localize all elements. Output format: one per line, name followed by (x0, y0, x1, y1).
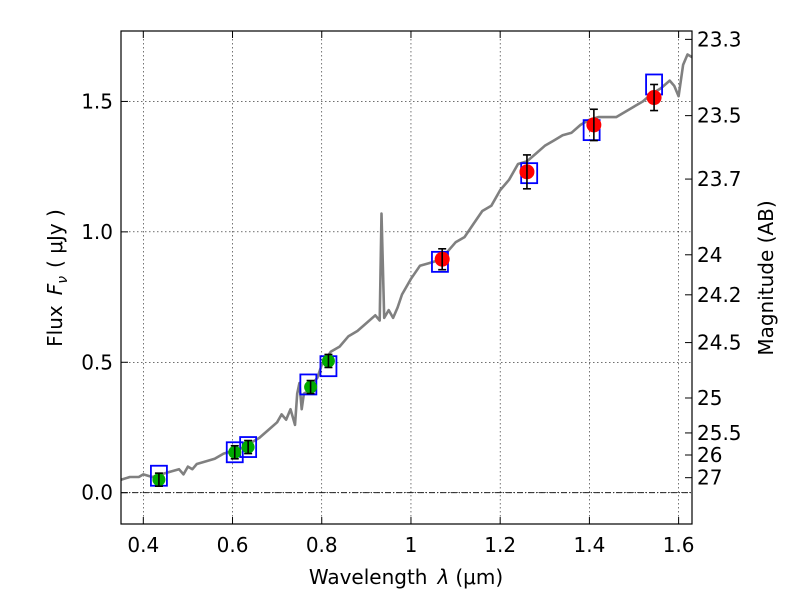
mag-tick-label: 27 (697, 466, 722, 490)
y-tick-label: 1.5 (81, 89, 113, 113)
mag-tick-label: 23.3 (697, 27, 742, 51)
ticks: 0.4 0.6 0.8 1 1.2 1.4 1.6 0.0 0.5 1.0 1.5 23.3 23.5 2… (81, 27, 741, 557)
x-tick-label: 1.6 (663, 533, 695, 557)
mag-tick-label: 23.7 (697, 167, 742, 191)
model-square-marker (225, 441, 244, 464)
x-tick-label: 0.4 (127, 533, 159, 557)
grid (121, 31, 692, 524)
y-axis-title: FluxFν( μJy ) (43, 209, 71, 347)
y-tick-label: 0.5 (81, 350, 113, 374)
plot-series (120, 53, 693, 487)
mag-tick-label: 25.5 (697, 421, 742, 445)
mag-tick-label: 26 (697, 443, 722, 467)
mag-tick-label: 23.5 (697, 104, 742, 128)
x-tick-label: 1 (405, 533, 418, 557)
model-square-marker (239, 436, 258, 458)
plot-frame (120, 30, 693, 525)
right-axis-title: Magnitude (AB) (754, 200, 778, 355)
mag-tick-label: 24.5 (697, 331, 742, 355)
y-tick-label: 1.0 (81, 220, 113, 244)
x-axis-title: Wavelength λ (μm) (309, 565, 503, 589)
mag-tick-label: 25 (697, 386, 722, 410)
x-tick-label: 1.2 (484, 533, 516, 557)
mag-tick-label: 24 (697, 243, 722, 267)
mag-tick-label: 24.2 (697, 283, 742, 307)
x-tick-label: 0.6 (217, 533, 249, 557)
x-tick-label: 0.8 (306, 533, 338, 557)
x-tick-label: 1.4 (573, 533, 605, 557)
spectrum-line (120, 53, 693, 481)
y-tick-label: 0.0 (81, 481, 113, 505)
